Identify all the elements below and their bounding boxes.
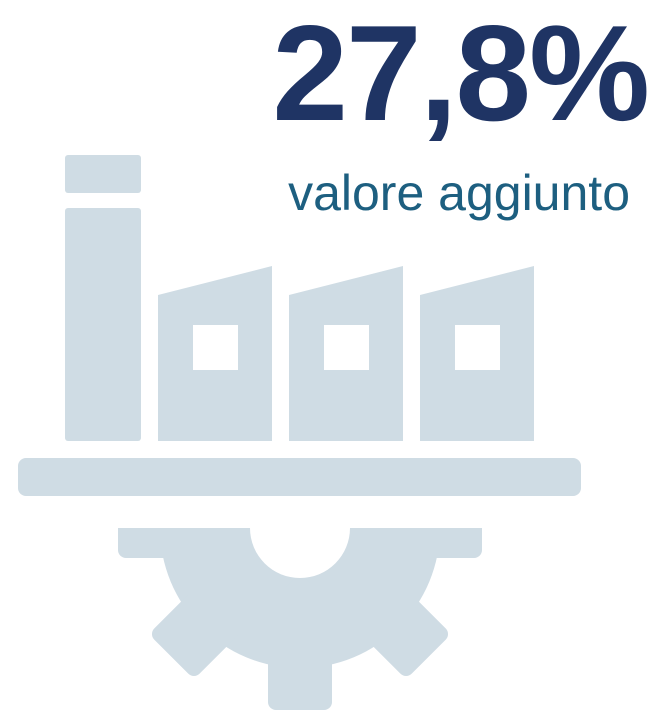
base-bar <box>18 458 581 496</box>
chimney <box>65 208 141 441</box>
window <box>193 325 238 370</box>
chimney-cap <box>65 155 141 193</box>
stat-label: valore aggiunto <box>288 165 630 221</box>
gear-hole <box>250 528 350 578</box>
window <box>455 325 500 370</box>
window <box>324 325 369 370</box>
factory-icon <box>18 155 581 710</box>
stat-value: 27,8% <box>272 0 648 149</box>
gear <box>118 528 482 710</box>
cutouts <box>193 325 500 578</box>
